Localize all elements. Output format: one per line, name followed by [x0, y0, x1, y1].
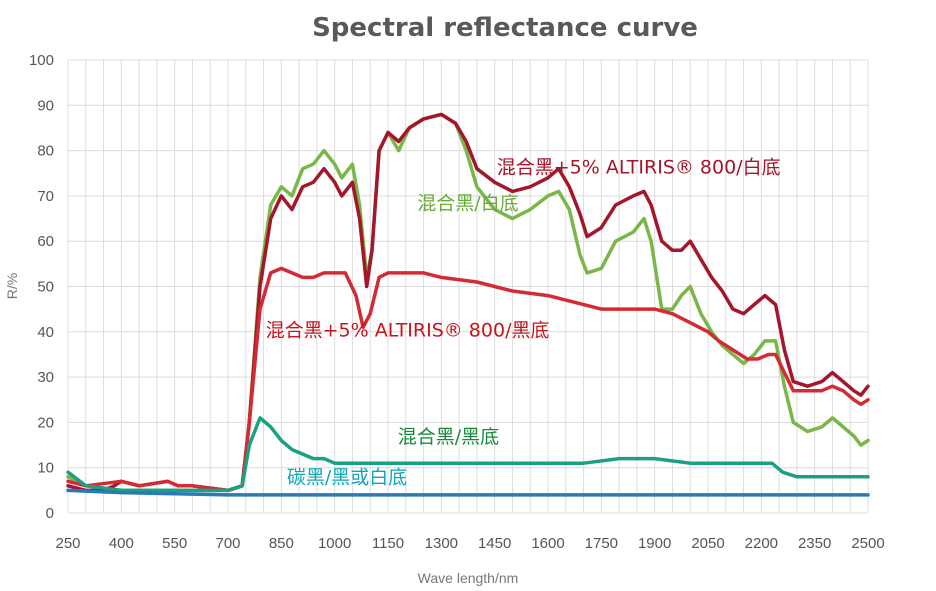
series-annotation: 混合黑+5% ALTIRIS® 800/白底: [497, 156, 781, 178]
y-tick-label: 90: [37, 97, 54, 114]
x-tick-label: 1600: [531, 535, 564, 552]
x-tick-label: 1150: [372, 535, 404, 552]
x-tick-label: 850: [269, 535, 294, 552]
chart-title: Spectral reflectance curve: [312, 13, 698, 43]
x-tick-labels: 250 400 550 700 850 1000 1150 1300 1450 1600 1750 1…: [55, 535, 884, 552]
x-tick-label: 1000: [318, 535, 351, 552]
series-line-0: [66, 112, 870, 493]
series-annotation: 混合黑/黑底: [398, 426, 499, 448]
grid: [67, 59, 869, 514]
series-annotation: 混合黑+5% ALTIRIS® 800/黑底: [266, 319, 550, 341]
y-tick-label: 60: [37, 233, 54, 250]
y-tick-labels: 0 10 20 30 40 50 60 70 80 90 100: [29, 52, 54, 522]
x-tick-label: 2200: [745, 535, 778, 552]
series-line-2: [66, 266, 870, 493]
y-tick-label: 70: [37, 188, 54, 205]
x-tick-label: 550: [162, 535, 187, 552]
series-line-3: [66, 416, 870, 493]
y-tick-label: 100: [29, 52, 54, 69]
y-tick-label: 80: [37, 143, 54, 160]
y-tick-label: 20: [37, 414, 54, 431]
y-tick-label: 50: [37, 279, 54, 296]
x-tick-label: 400: [109, 535, 134, 552]
x-tick-label: 250: [55, 535, 80, 552]
x-tick-label: 2500: [851, 535, 884, 552]
series-line-4: [66, 488, 870, 497]
series-annotation: 混合黑/白底: [417, 192, 518, 214]
y-axis-label: R/%: [4, 273, 20, 299]
x-tick-label: 1450: [478, 535, 511, 552]
x-tick-label: 1900: [638, 535, 671, 552]
series-lines: [66, 112, 870, 497]
x-tick-label: 1300: [425, 535, 458, 552]
y-tick-label: 40: [37, 324, 54, 341]
x-tick-label: 700: [215, 535, 240, 552]
x-tick-label: 1750: [585, 535, 618, 552]
y-tick-label: 30: [37, 369, 54, 386]
series-annotation: 碳黑/黑或白底: [287, 467, 407, 489]
y-tick-label: 0: [46, 505, 54, 522]
x-axis-label: Wave length/nm: [418, 570, 519, 586]
y-tick-label: 10: [37, 460, 54, 477]
x-tick-label: 2050: [691, 535, 724, 552]
x-tick-label: 2350: [798, 535, 831, 552]
